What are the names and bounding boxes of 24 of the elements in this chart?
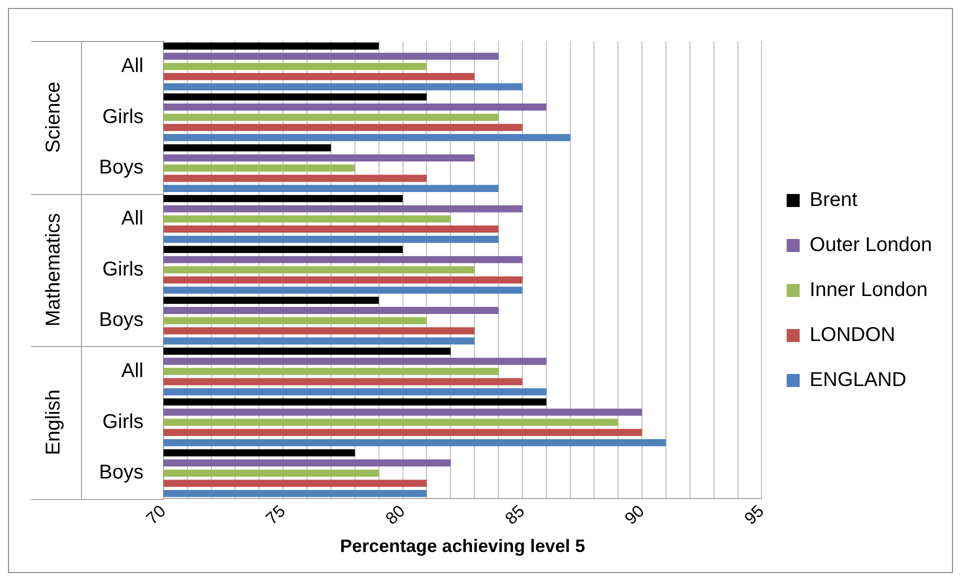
x-tick-label: 95 xyxy=(740,502,768,528)
y-tick-label: All xyxy=(121,360,144,382)
text: Mathematics xyxy=(42,213,65,326)
legend-label: Inner London xyxy=(810,279,928,302)
legend-label: ENGLAND xyxy=(810,369,906,392)
text: English xyxy=(42,390,65,456)
x-tick-label: 70 xyxy=(142,502,170,528)
y-tick-label: All xyxy=(121,54,144,77)
x-tick-label: 75 xyxy=(262,502,290,528)
y-tick-label: Girls xyxy=(102,106,144,128)
x-tick-label: 90 xyxy=(621,502,648,528)
y-tick-label: Boys xyxy=(98,462,144,484)
x-tick-label: 80 xyxy=(382,502,409,528)
legend-label: LONDON xyxy=(810,324,896,346)
y-tick-label: All xyxy=(121,207,144,230)
y-tick-label: Boys xyxy=(98,309,144,332)
x-axis-title: Percentage achieving level 5 xyxy=(340,536,586,556)
y-tick-label: Boys xyxy=(98,156,144,179)
y-tick-label: Girls xyxy=(102,410,144,433)
text: Science xyxy=(42,82,65,153)
legend-label: Brent xyxy=(810,189,858,212)
x-tick-label: 85 xyxy=(502,502,528,528)
y-tick-label: Girls xyxy=(102,258,144,280)
legend-label: Outer London xyxy=(810,234,932,256)
